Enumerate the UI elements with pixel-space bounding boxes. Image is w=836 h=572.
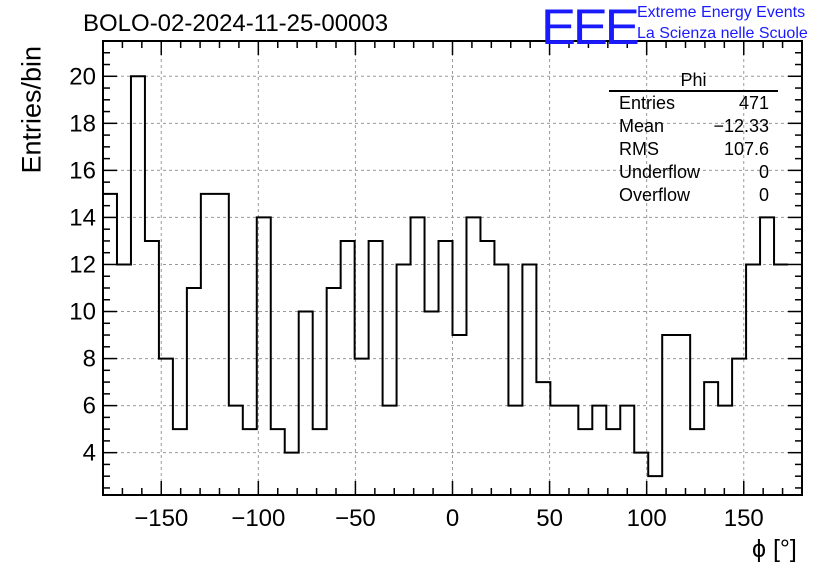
- chart-title: BOLO-02-2024-11-25-00003: [83, 10, 389, 37]
- stats-box: Phi Entries 471 Mean −12.33 RMS 107.6 Under…: [609, 70, 778, 207]
- stats-label: Overflow: [619, 185, 691, 205]
- y-tick-label: 16: [69, 157, 96, 184]
- stats-box-title: Phi: [609, 70, 778, 92]
- stats-row: Overflow 0: [609, 184, 778, 207]
- stats-value: 0: [758, 162, 769, 182]
- axis-ticks: [103, 40, 802, 495]
- stats-label: Mean: [619, 116, 665, 136]
- stats-label: Entries: [619, 93, 676, 113]
- y-tick-label: 18: [69, 110, 96, 137]
- y-axis-label: Entries/bin: [16, 45, 47, 174]
- stats-row: Mean −12.33: [609, 115, 778, 138]
- x-axis-label: ϕ [°]: [752, 535, 797, 563]
- x-tick-label: 100: [627, 505, 667, 532]
- stats-row: Underflow 0: [609, 161, 778, 184]
- stats-value: 471: [738, 93, 769, 113]
- x-tick-label: 150: [724, 505, 764, 532]
- x-tick-label: −150: [134, 505, 188, 532]
- stats-label: RMS: [619, 139, 659, 159]
- y-tick-label: 6: [83, 393, 96, 420]
- stats-label: Underflow: [619, 162, 701, 182]
- y-tick-label: 20: [69, 63, 96, 90]
- x-tick-label: 0: [446, 505, 459, 532]
- y-tick-label: 10: [69, 299, 96, 326]
- eee-logo-mark: EEE: [541, 0, 640, 55]
- axis-tick-labels: −150 −100 −50 0 50 100 150 4 6 8 10 12 14 16 18 20: [69, 63, 763, 532]
- stats-value: 107.6: [723, 139, 769, 159]
- logo-line-2: La Scienza nelle Scuole: [637, 25, 808, 42]
- grid-lines: [103, 41, 802, 495]
- histogram-step-line: [103, 75, 789, 478]
- y-tick-label: 12: [69, 251, 96, 278]
- stats-row: RMS 107.6: [609, 138, 778, 161]
- x-tick-label: 50: [536, 505, 563, 532]
- y-tick-label: 14: [69, 204, 96, 231]
- x-tick-label: −50: [335, 505, 376, 532]
- y-tick-label: 4: [83, 440, 96, 467]
- logo-line-1: Extreme Energy Events: [637, 4, 806, 21]
- stats-value: −12.33: [713, 116, 769, 136]
- stats-row: Entries 471: [609, 92, 778, 115]
- stats-value: 0: [758, 185, 769, 205]
- y-tick-label: 8: [83, 346, 96, 373]
- x-tick-label: −100: [231, 505, 285, 532]
